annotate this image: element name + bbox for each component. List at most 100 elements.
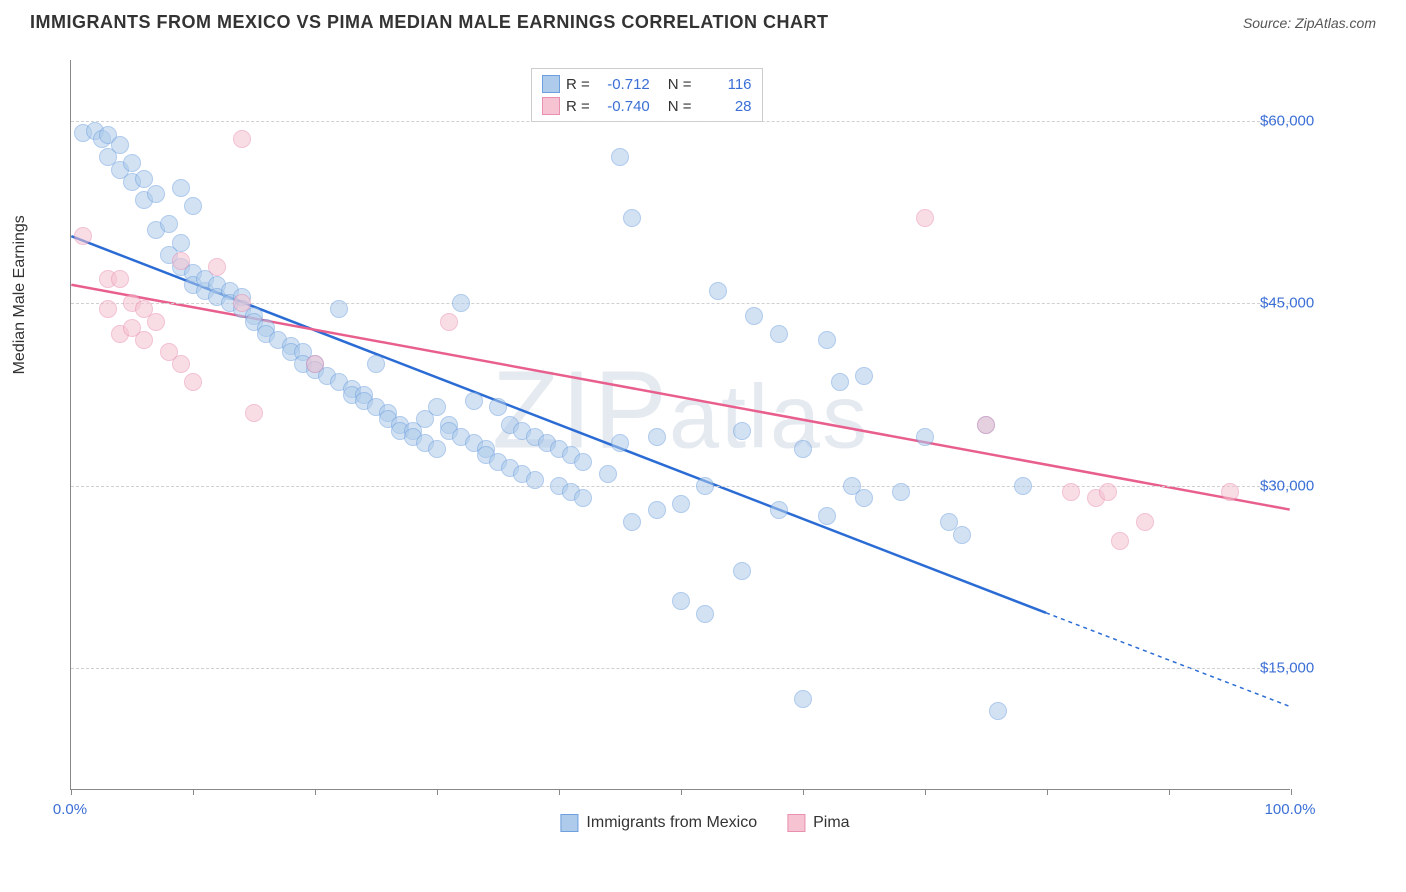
x-tick [1047,789,1048,795]
data-point [794,440,812,458]
data-point [233,130,251,148]
x-tick [1169,789,1170,795]
data-point [367,355,385,373]
data-point [623,513,641,531]
data-point [574,453,592,471]
chart-title: IMMIGRANTS FROM MEXICO VS PIMA MEDIAN MA… [30,12,829,33]
data-point [818,331,836,349]
data-point [916,428,934,446]
data-point [74,227,92,245]
x-tick [315,789,316,795]
data-point [989,702,1007,720]
legend-stat-row: R = -0.740 N = 28 [542,95,752,117]
data-point [123,154,141,172]
x-tick [71,789,72,795]
x-end-label: 100.0% [1265,801,1316,818]
x-tick [1291,789,1292,795]
n-value: 116 [698,76,752,93]
data-point [172,355,190,373]
data-point [574,489,592,507]
data-point [770,501,788,519]
n-label: N = [668,98,692,115]
y-tick-label: $45,000 [1260,295,1314,312]
data-point [745,307,763,325]
data-point [611,434,629,452]
data-point [526,471,544,489]
legend-stats-box: R = -0.712 N = 116 R = -0.740 N = 28 [531,68,763,122]
data-point [306,355,324,373]
r-value: -0.712 [596,76,650,93]
data-point [818,507,836,525]
data-point [1111,532,1129,550]
data-point [648,428,666,446]
data-point [428,398,446,416]
n-value: 28 [698,98,752,115]
data-point [672,592,690,610]
x-tick [925,789,926,795]
gridline [71,303,1290,304]
data-point [733,562,751,580]
legend-item: Immigrants from Mexico [560,814,757,832]
data-point [599,465,617,483]
r-value: -0.740 [596,98,650,115]
data-point [160,215,178,233]
data-point [489,398,507,416]
x-tick [437,789,438,795]
legend-swatch [560,814,578,832]
x-tick [559,789,560,795]
data-point [696,605,714,623]
legend-label: Pima [813,814,849,832]
source-label: Source: ZipAtlas.com [1243,15,1376,31]
data-point [428,440,446,458]
data-point [953,526,971,544]
data-point [147,313,165,331]
data-point [147,185,165,203]
trend-lines [71,60,1290,789]
data-point [440,313,458,331]
gridline [71,668,1290,669]
data-point [831,373,849,391]
data-point [172,179,190,197]
data-point [184,373,202,391]
trend-extrapolation [1046,613,1290,707]
legend-stat-row: R = -0.712 N = 116 [542,73,752,95]
legend-swatch [542,97,560,115]
x-tick [681,789,682,795]
watermark: ZIPatlas [492,346,869,473]
data-point [611,148,629,166]
gridline [71,121,1290,122]
data-point [1062,483,1080,501]
data-point [99,300,117,318]
data-point [855,489,873,507]
bottom-legend: Immigrants from Mexico Pima [560,814,849,832]
data-point [648,501,666,519]
data-point [855,367,873,385]
data-point [330,300,348,318]
data-point [111,136,129,154]
y-tick-label: $30,000 [1260,477,1314,494]
data-point [135,331,153,349]
data-point [1014,477,1032,495]
data-point [733,422,751,440]
data-point [465,392,483,410]
data-point [111,270,129,288]
r-label: R = [566,98,590,115]
legend-swatch [787,814,805,832]
data-point [233,294,251,312]
legend-item: Pima [787,814,849,832]
legend-swatch [542,75,560,93]
plot-area: ZIPatlas R = -0.712 N = 116 R = -0.740 N = 28 [70,60,1290,790]
y-tick-label: $60,000 [1260,112,1314,129]
data-point [709,282,727,300]
x-tick [193,789,194,795]
r-label: R = [566,76,590,93]
data-point [1136,513,1154,531]
data-point [1099,483,1117,501]
data-point [208,258,226,276]
data-point [892,483,910,501]
n-label: N = [668,76,692,93]
data-point [172,252,190,270]
x-start-label: 0.0% [53,801,87,818]
data-point [916,209,934,227]
data-point [623,209,641,227]
